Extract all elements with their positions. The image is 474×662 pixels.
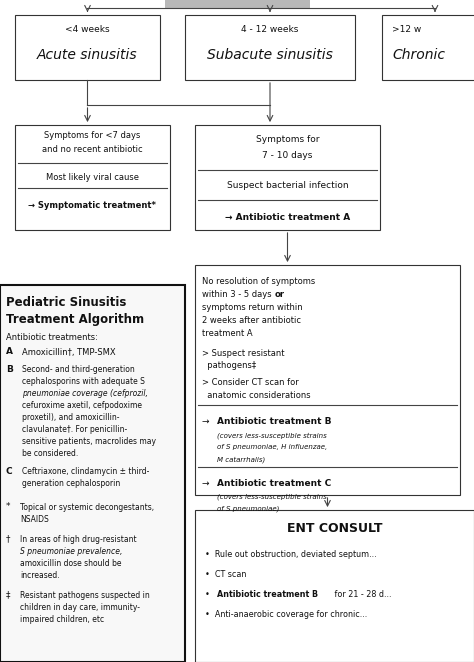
Text: C: C	[6, 467, 13, 475]
Text: *: *	[6, 502, 10, 512]
Text: Most likely viral cause: Most likely viral cause	[46, 173, 139, 181]
Text: Resistant pathogens suspected in: Resistant pathogens suspected in	[20, 591, 150, 600]
Text: > Suspect resistant: > Suspect resistant	[202, 348, 284, 357]
Text: ‡: ‡	[6, 591, 10, 600]
Text: clavulanate†. For penicillin-: clavulanate†. For penicillin-	[22, 424, 127, 434]
Text: > Consider CT scan for: > Consider CT scan for	[202, 379, 299, 387]
Text: •  CT scan: • CT scan	[205, 570, 246, 579]
Text: 2 weeks after antibiotic: 2 weeks after antibiotic	[202, 316, 301, 325]
Text: pathogens‡: pathogens‡	[202, 361, 256, 371]
Bar	[195, 265, 460, 495]
Text: (covers less-susceptible strains: (covers less-susceptible strains	[217, 432, 327, 439]
Text: symptoms return within: symptoms return within	[202, 303, 302, 312]
Text: Chronic: Chronic	[392, 48, 445, 62]
Bar	[0, 285, 185, 662]
Text: anatomic considerations: anatomic considerations	[202, 391, 310, 401]
Bar	[15, 125, 170, 230]
Text: •: •	[205, 590, 215, 599]
Text: or: or	[275, 290, 285, 299]
Text: Topical or systemic decongestants,: Topical or systemic decongestants,	[20, 502, 154, 512]
Text: Antibiotic treatment B: Antibiotic treatment B	[217, 417, 331, 426]
Text: sensitive patients, macrolides may: sensitive patients, macrolides may	[22, 436, 156, 446]
Bar	[195, 125, 380, 230]
Text: M catarrhalis): M catarrhalis)	[217, 456, 265, 463]
Text: In areas of high drug-resistant: In areas of high drug-resistant	[20, 534, 137, 544]
Bar	[15, 15, 160, 80]
Text: generation cephalosporin: generation cephalosporin	[22, 479, 120, 487]
Text: Second- and third-generation: Second- and third-generation	[22, 365, 135, 373]
Text: 7 - 10 days: 7 - 10 days	[262, 150, 313, 160]
Text: be considered.: be considered.	[22, 448, 78, 457]
Text: Symptoms for: Symptoms for	[256, 134, 319, 144]
Text: children in day care, immunity-: children in day care, immunity-	[20, 602, 140, 612]
Text: within 3 - 5 days: within 3 - 5 days	[202, 290, 274, 299]
Text: Treatment Algorithm: Treatment Algorithm	[6, 312, 144, 326]
Text: of S pneumoniae, H influenzae,: of S pneumoniae, H influenzae,	[217, 444, 327, 450]
Text: NSAIDS: NSAIDS	[20, 514, 49, 524]
Text: Antibiotic treatment C: Antibiotic treatment C	[217, 479, 331, 488]
Text: (covers less-susceptible strains: (covers less-susceptible strains	[217, 493, 327, 500]
Bar	[165, 0, 310, 8]
Text: proxetil), and amoxicillin-: proxetil), and amoxicillin-	[22, 412, 119, 422]
Text: Pediatric Sinusitis: Pediatric Sinusitis	[6, 297, 127, 310]
Text: Antibiotic treatments:: Antibiotic treatments:	[6, 332, 98, 342]
Text: impaired children, etc: impaired children, etc	[20, 614, 104, 624]
Text: → Antibiotic treatment A: → Antibiotic treatment A	[225, 213, 350, 222]
Text: →: →	[202, 479, 210, 488]
Text: >12 w: >12 w	[392, 24, 421, 34]
Bar	[185, 15, 355, 80]
Text: †: †	[6, 534, 10, 544]
Text: treatment A: treatment A	[202, 329, 253, 338]
Text: Antibiotic treatment B: Antibiotic treatment B	[217, 590, 318, 599]
Text: A: A	[6, 348, 13, 357]
Text: for 21 - 28 d...: for 21 - 28 d...	[332, 590, 392, 599]
Bar	[382, 15, 474, 80]
Text: Subacute sinusitis: Subacute sinusitis	[207, 48, 333, 62]
Text: of S pneumoniae): of S pneumoniae)	[217, 505, 279, 512]
Text: Suspect bacterial infection: Suspect bacterial infection	[227, 181, 348, 189]
Text: → Symptomatic treatment*: → Symptomatic treatment*	[28, 201, 156, 209]
Text: amoxicillin dose should be: amoxicillin dose should be	[20, 559, 121, 567]
Text: →: →	[202, 417, 210, 426]
Text: S pneumoniae prevalence,: S pneumoniae prevalence,	[20, 547, 122, 555]
Text: B: B	[6, 365, 13, 373]
Text: 4 - 12 weeks: 4 - 12 weeks	[241, 24, 299, 34]
Text: increased.: increased.	[20, 571, 60, 579]
Text: Ceftriaxone, clindamycin ± third-: Ceftriaxone, clindamycin ± third-	[22, 467, 149, 475]
Text: Symptoms for <7 days: Symptoms for <7 days	[44, 132, 141, 140]
Text: <4 weeks: <4 weeks	[65, 24, 110, 34]
Text: cephalosporins with adequate S: cephalosporins with adequate S	[22, 377, 145, 385]
Text: Amoxicillin†, TMP-SMX: Amoxicillin†, TMP-SMX	[22, 348, 116, 357]
Text: pneumoniae coverage (cefprozil,: pneumoniae coverage (cefprozil,	[22, 389, 148, 397]
Text: ENT CONSULT: ENT CONSULT	[287, 522, 382, 534]
Text: and no recent antibiotic: and no recent antibiotic	[42, 146, 143, 154]
Text: •  Anti-anaerobic coverage for chronic...: • Anti-anaerobic coverage for chronic...	[205, 610, 367, 619]
Text: Acute sinusitis: Acute sinusitis	[37, 48, 138, 62]
Bar	[195, 510, 474, 662]
Text: No resolution of symptoms: No resolution of symptoms	[202, 277, 315, 286]
Text: •  Rule out obstruction, deviated septum...: • Rule out obstruction, deviated septum.…	[205, 550, 377, 559]
Text: cefuroxime axetil, cefpodoxime: cefuroxime axetil, cefpodoxime	[22, 401, 142, 410]
